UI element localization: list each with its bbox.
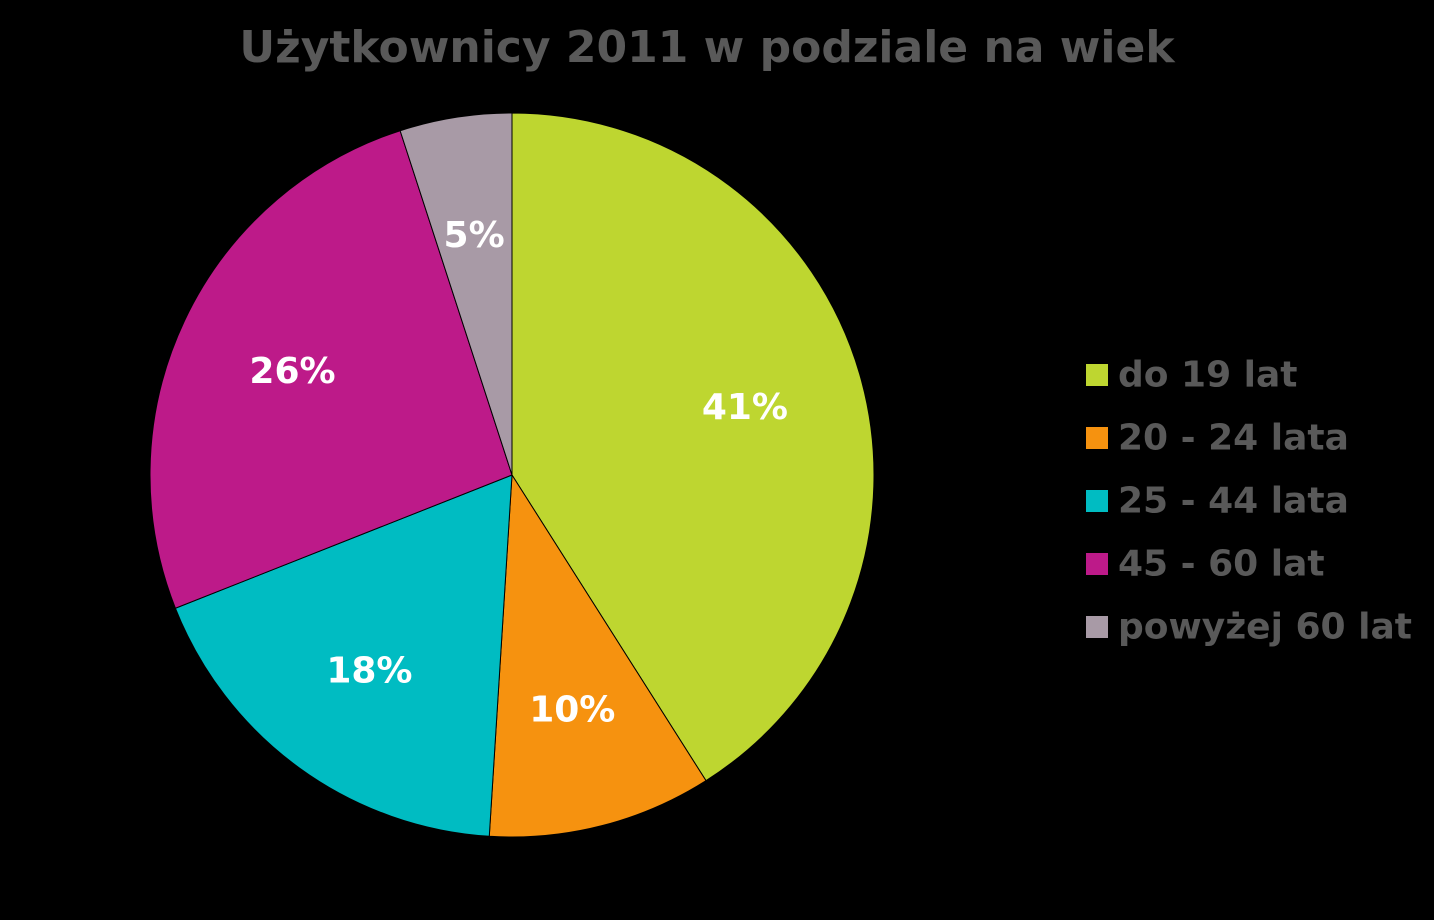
legend-swatch-powyzej-60-lat [1086, 616, 1108, 638]
legend-label-45-60-lat: 45 - 60 lat [1118, 544, 1325, 585]
data-label-20-24-lata: 10% [529, 689, 615, 730]
legend-label-powyzej-60-lat: powyżej 60 lat [1118, 607, 1412, 648]
data-label-powyzej-60-lat: 5% [444, 215, 505, 256]
chart-title: Użytkownicy 2011 w podziale na wiek [239, 22, 1176, 73]
legend-swatch-25-44-lata [1086, 490, 1108, 512]
legend-label-25-44-lata: 25 - 44 lata [1118, 481, 1349, 522]
pie-slice-25-44-lata [174, 474, 513, 837]
pie-slice-do-19-lat [511, 112, 875, 782]
pie-slice-powyzej-60-lat [399, 112, 513, 476]
legend: do 19 lat 20 - 24 lata 25 - 44 lata 45 - 60… [1086, 355, 1412, 648]
pie-slice-20-24-lata [488, 473, 707, 838]
pie-slice-45-60-lat [149, 130, 513, 609]
data-label-25-44-lata: 18% [326, 651, 412, 692]
legend-label-20-24-lata: 20 - 24 lata [1118, 418, 1349, 459]
legend-label-do-19-lat: do 19 lat [1118, 355, 1298, 396]
data-label-45-60-lat: 26% [249, 351, 335, 392]
legend-swatch-20-24-lata [1086, 427, 1108, 449]
legend-swatch-do-19-lat [1086, 364, 1108, 386]
data-label-do-19-lat: 41% [702, 387, 788, 428]
legend-swatch-45-60-lat [1086, 553, 1108, 575]
pie-slices [149, 112, 875, 838]
slice-labels: 41% 10% 18% 26% 5% [249, 215, 788, 731]
